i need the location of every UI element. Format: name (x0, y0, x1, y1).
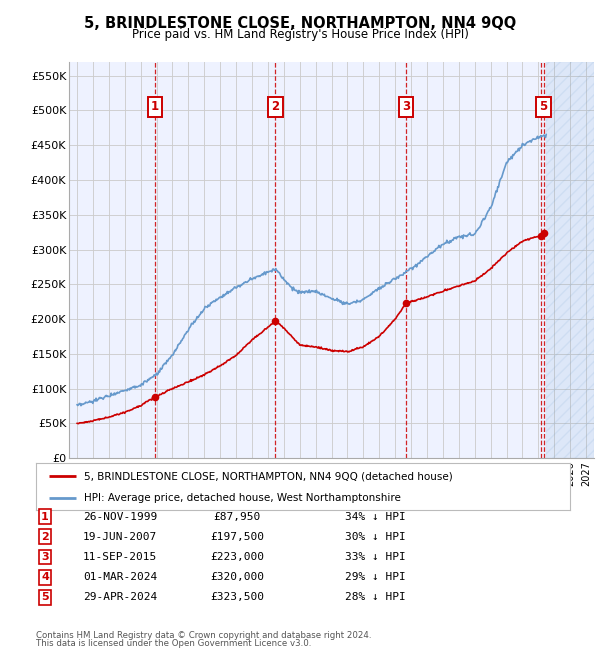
Text: 3: 3 (41, 552, 49, 562)
Text: 5: 5 (41, 592, 49, 603)
Text: £323,500: £323,500 (210, 592, 264, 603)
Text: 11-SEP-2015: 11-SEP-2015 (83, 552, 157, 562)
Text: 01-MAR-2024: 01-MAR-2024 (83, 572, 157, 582)
Text: 26-NOV-1999: 26-NOV-1999 (83, 512, 157, 522)
Text: 29% ↓ HPI: 29% ↓ HPI (345, 572, 406, 582)
Text: 4: 4 (41, 572, 49, 582)
Text: 33% ↓ HPI: 33% ↓ HPI (345, 552, 406, 562)
Text: £320,000: £320,000 (210, 572, 264, 582)
Text: 30% ↓ HPI: 30% ↓ HPI (345, 532, 406, 542)
Text: 5, BRINDLESTONE CLOSE, NORTHAMPTON, NN4 9QQ (detached house): 5, BRINDLESTONE CLOSE, NORTHAMPTON, NN4 … (84, 471, 453, 481)
Text: 2: 2 (271, 101, 279, 114)
Text: 3: 3 (402, 101, 410, 114)
Text: Contains HM Land Registry data © Crown copyright and database right 2024.: Contains HM Land Registry data © Crown c… (36, 631, 371, 640)
Text: 28% ↓ HPI: 28% ↓ HPI (345, 592, 406, 603)
Text: £87,950: £87,950 (214, 512, 260, 522)
Text: 19-JUN-2007: 19-JUN-2007 (83, 532, 157, 542)
Text: 1: 1 (41, 512, 49, 522)
Text: 5: 5 (539, 101, 548, 114)
Text: £197,500: £197,500 (210, 532, 264, 542)
Text: 2: 2 (41, 532, 49, 542)
Text: HPI: Average price, detached house, West Northamptonshire: HPI: Average price, detached house, West… (84, 493, 401, 502)
Bar (546, 62, 594, 458)
Text: 1: 1 (151, 101, 159, 114)
Text: 5, BRINDLESTONE CLOSE, NORTHAMPTON, NN4 9QQ: 5, BRINDLESTONE CLOSE, NORTHAMPTON, NN4 … (84, 16, 516, 31)
Text: £223,000: £223,000 (210, 552, 264, 562)
Text: 34% ↓ HPI: 34% ↓ HPI (345, 512, 406, 522)
Text: This data is licensed under the Open Government Licence v3.0.: This data is licensed under the Open Gov… (36, 639, 311, 648)
Text: 29-APR-2024: 29-APR-2024 (83, 592, 157, 603)
Text: Price paid vs. HM Land Registry's House Price Index (HPI): Price paid vs. HM Land Registry's House … (131, 28, 469, 41)
